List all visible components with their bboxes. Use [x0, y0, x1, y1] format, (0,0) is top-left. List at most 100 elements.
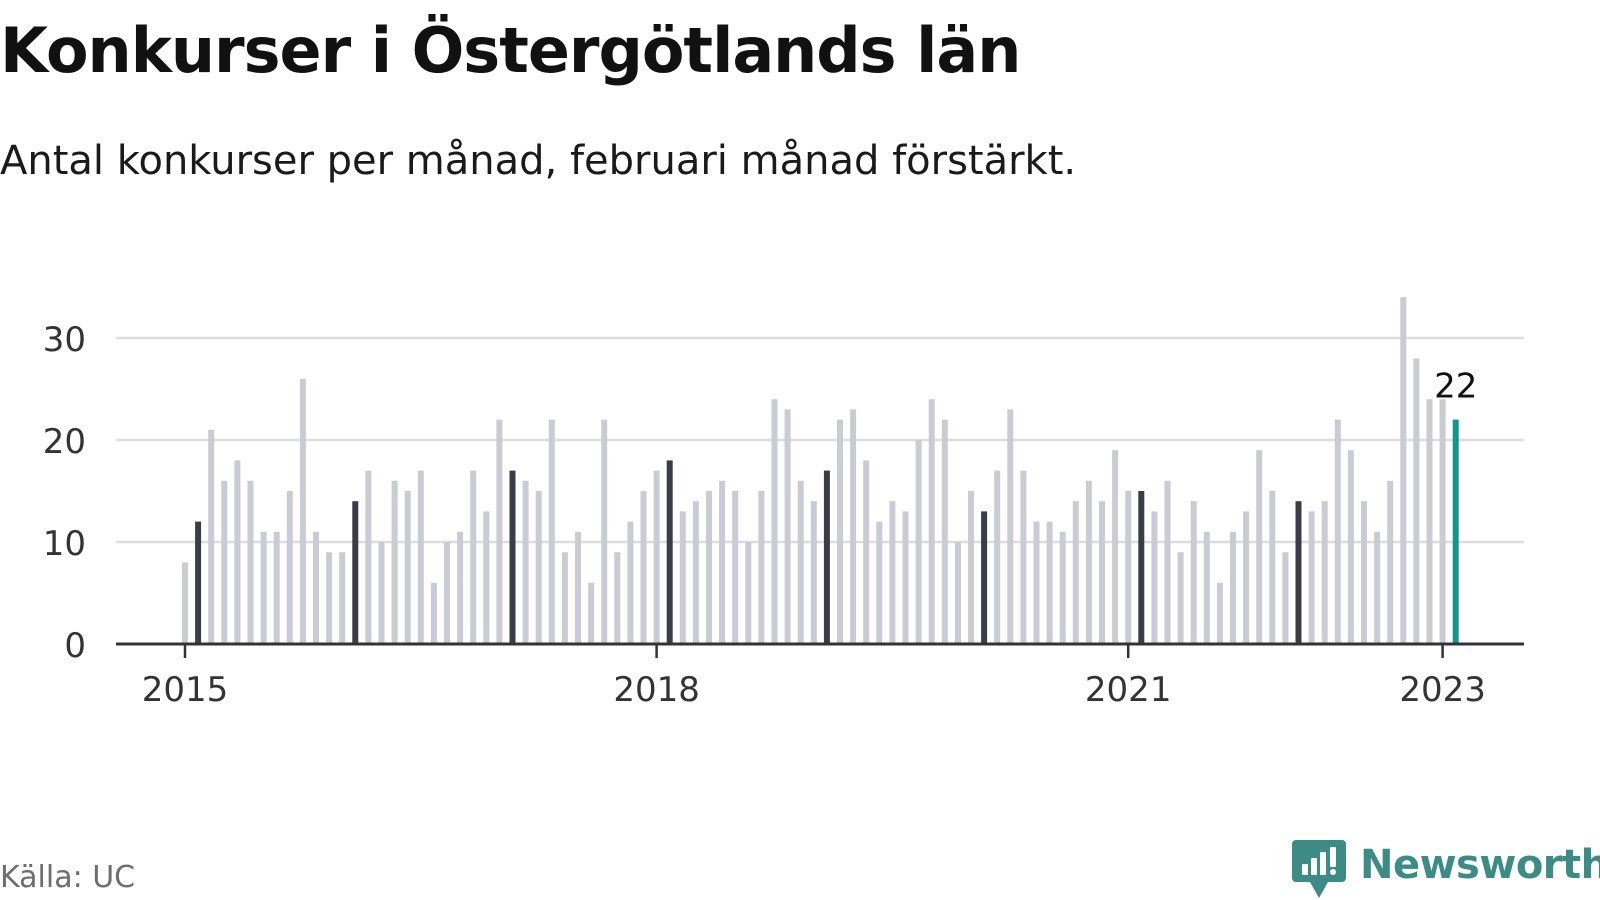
bar — [1295, 501, 1302, 644]
bar — [260, 531, 267, 644]
bar — [326, 552, 333, 644]
bar — [627, 521, 634, 644]
bar — [732, 491, 739, 644]
y-tick-label: 10 — [43, 524, 86, 564]
bar — [640, 491, 647, 644]
bar — [404, 491, 411, 644]
bar — [706, 491, 712, 644]
bar — [1334, 419, 1341, 644]
bar — [823, 470, 830, 644]
bar — [417, 470, 424, 644]
bar — [221, 480, 228, 644]
x-axis-ticks: 2015 2018 2021 2023 — [142, 644, 1486, 710]
bar — [1347, 450, 1354, 644]
bar — [1007, 409, 1014, 644]
y-tick-label: 20 — [43, 422, 86, 462]
bar — [1112, 450, 1119, 644]
bar — [941, 419, 948, 644]
bar — [286, 491, 293, 644]
bar — [561, 552, 568, 644]
bar — [1046, 521, 1053, 644]
bar — [902, 511, 909, 644]
bar — [954, 542, 961, 644]
bar — [352, 501, 359, 644]
bar — [208, 429, 215, 644]
bar — [444, 542, 450, 644]
brand-name: Newsworthy — [1360, 842, 1600, 888]
bar — [1452, 419, 1459, 644]
bar — [1190, 501, 1197, 644]
bar — [1203, 531, 1210, 644]
bar — [1269, 491, 1276, 644]
bar — [1099, 501, 1105, 644]
bar — [1230, 531, 1236, 644]
bar-chart: 0 10 20 30 2015 2018 2021 2023 22 — [43, 297, 1524, 710]
bar — [1361, 501, 1367, 644]
bar — [771, 399, 778, 644]
bar — [837, 419, 843, 644]
bar — [1072, 501, 1079, 644]
bar — [430, 582, 437, 644]
bar — [1164, 480, 1171, 644]
bar — [719, 480, 726, 644]
bar — [535, 491, 542, 644]
bar — [365, 470, 372, 644]
y-tick-label: 30 — [43, 320, 86, 360]
bar — [548, 419, 555, 644]
bar — [1125, 491, 1132, 644]
bar — [1308, 511, 1315, 644]
bar — [863, 460, 870, 644]
bar — [679, 511, 686, 644]
source-note: Källa: UC — [0, 860, 136, 895]
bar — [1374, 531, 1381, 644]
x-tick-label: 2015 — [142, 670, 229, 710]
gridlines — [116, 336, 1524, 544]
brand-logo: Newsworthy — [1292, 840, 1600, 900]
bar — [653, 470, 660, 644]
bar — [496, 419, 503, 644]
bar — [614, 552, 621, 644]
bar — [784, 409, 791, 644]
y-tick-label: 0 — [64, 626, 86, 666]
bar — [483, 511, 490, 644]
bar — [692, 501, 699, 644]
bar — [1059, 531, 1066, 644]
bar — [797, 480, 804, 644]
bar — [273, 531, 280, 644]
x-tick-label: 2023 — [1399, 670, 1486, 710]
bar — [1020, 470, 1027, 644]
bar — [470, 470, 477, 644]
bar — [850, 409, 857, 644]
bar — [666, 460, 673, 644]
bar — [1387, 480, 1394, 644]
bar — [876, 521, 883, 644]
bar — [195, 521, 202, 644]
bar — [378, 542, 385, 644]
bar — [575, 531, 581, 644]
bar — [1400, 297, 1407, 644]
chart-subtitle: Antal konkurser per månad, februari måna… — [0, 138, 1077, 184]
bar — [182, 562, 188, 644]
bar — [522, 480, 529, 644]
bar — [1151, 511, 1158, 644]
bar — [299, 378, 306, 644]
y-axis-ticks: 0 10 20 30 — [43, 320, 86, 666]
bar — [1177, 552, 1184, 644]
bar — [1282, 552, 1289, 644]
bar — [509, 470, 516, 644]
bar — [601, 419, 608, 644]
chart-title: Konkurser i Östergötlands län — [0, 14, 1021, 87]
bar — [968, 491, 974, 644]
bar — [981, 511, 988, 644]
bars — [182, 297, 1459, 644]
bar — [234, 460, 241, 644]
latest-value-label: 22 — [1434, 367, 1477, 407]
bar — [1033, 521, 1040, 644]
bar — [889, 501, 896, 644]
bar — [928, 399, 935, 644]
bar — [339, 552, 346, 644]
bar — [1085, 480, 1092, 644]
bar — [745, 542, 752, 644]
bar — [588, 582, 595, 644]
bar — [391, 480, 398, 644]
